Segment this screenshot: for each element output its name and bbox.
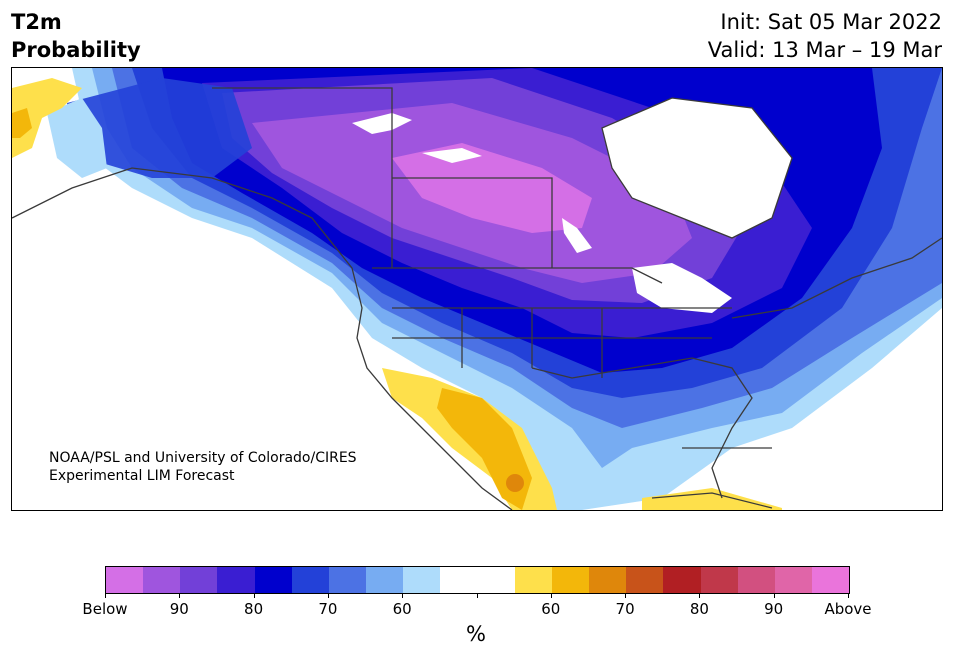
boundaries: [12, 87, 942, 510]
colorbar-segment: [737, 567, 775, 593]
colorbar-tick: [105, 593, 106, 598]
colorbar-tick-label: 60: [541, 600, 561, 618]
valid-range: Valid: 13 Mar – 19 Mar: [707, 38, 942, 62]
colorbar-tick: [550, 593, 552, 598]
colorbar-segment: [811, 567, 850, 593]
colorbar-segment: [477, 567, 515, 593]
colorbar-segment: [700, 567, 738, 593]
colorbar-segment: [217, 567, 255, 593]
caribbean-warm: [642, 488, 782, 510]
colorbar-tick: [402, 593, 404, 598]
lake-winnipeg: [562, 218, 592, 253]
colorbar-segment: [143, 567, 181, 593]
alaska-warm: [12, 78, 82, 158]
init-date: Init: Sat 05 Mar 2022: [720, 10, 942, 34]
colorbar-segment: [626, 567, 664, 593]
colorbar-tick: [773, 593, 775, 598]
colorbar-segment: [663, 567, 701, 593]
colorbar-tick-label: 70: [615, 600, 635, 618]
alaska-lightblue: [47, 98, 107, 178]
colorbar-tick-label: 60: [392, 600, 412, 618]
forecast-map: NOAA/PSL and University of Colorado/CIRE…: [11, 67, 943, 511]
colorbar-unit: %: [466, 622, 486, 646]
colorbar-tick: [699, 593, 701, 598]
colorbar-segment: [106, 567, 144, 593]
colorbar-segment: [774, 567, 812, 593]
colorbar-segment: [589, 567, 627, 593]
great-bear-lake: [352, 113, 412, 134]
colorbar-segment: [180, 567, 218, 593]
great-lakes: [632, 263, 732, 313]
colorbar-tick-label: 90: [169, 600, 189, 618]
colorbar-tick-label: 80: [244, 600, 264, 618]
credit-line1: NOAA/PSL and University of Colorado/CIRE…: [49, 450, 357, 466]
colorbar-segment: [254, 567, 292, 593]
map-title: T2m Probability: [11, 8, 141, 64]
band-below: [392, 143, 592, 233]
great-slave-lake: [422, 148, 482, 163]
title-kind: Probability: [11, 38, 141, 62]
colorbar-segment: [366, 567, 404, 593]
colorbar-segment: [440, 567, 478, 593]
colorbar-tick: [476, 593, 478, 598]
colorbar-segment: [551, 567, 590, 593]
colorbar-tick-label: Above: [824, 600, 872, 618]
colorbar-tick-label: 70: [318, 600, 338, 618]
credit-line2: Experimental LIM Forecast: [49, 468, 235, 484]
map-credit: NOAA/PSL and University of Colorado/CIRE…: [49, 449, 357, 485]
colorbar-tick: [848, 593, 849, 598]
colorbar-tick: [179, 593, 181, 598]
title-variable: T2m: [11, 10, 62, 34]
colorbar-segment: [514, 567, 552, 593]
colorbar-tick: [327, 593, 329, 598]
mexico-warm-spot: [506, 474, 524, 492]
colorbar-tick: [253, 593, 255, 598]
probability-map-graphic: [12, 68, 942, 510]
colorbar-tick-label: 80: [689, 600, 709, 618]
colorbar-tick-label: Below: [82, 600, 128, 618]
colorbar-tick: [625, 593, 627, 598]
colorbar: [105, 566, 850, 594]
colorbar-segment: [328, 567, 367, 593]
colorbar-segment: [403, 567, 441, 593]
colorbar-segment: [291, 567, 329, 593]
alaska-warm2: [12, 108, 32, 138]
forecast-dates: Init: Sat 05 Mar 2022 Valid: 13 Mar – 19…: [708, 8, 942, 64]
colorbar-tick-label: 90: [764, 600, 784, 618]
hudson-bay: [602, 98, 792, 238]
alaska-blue: [67, 78, 252, 178]
